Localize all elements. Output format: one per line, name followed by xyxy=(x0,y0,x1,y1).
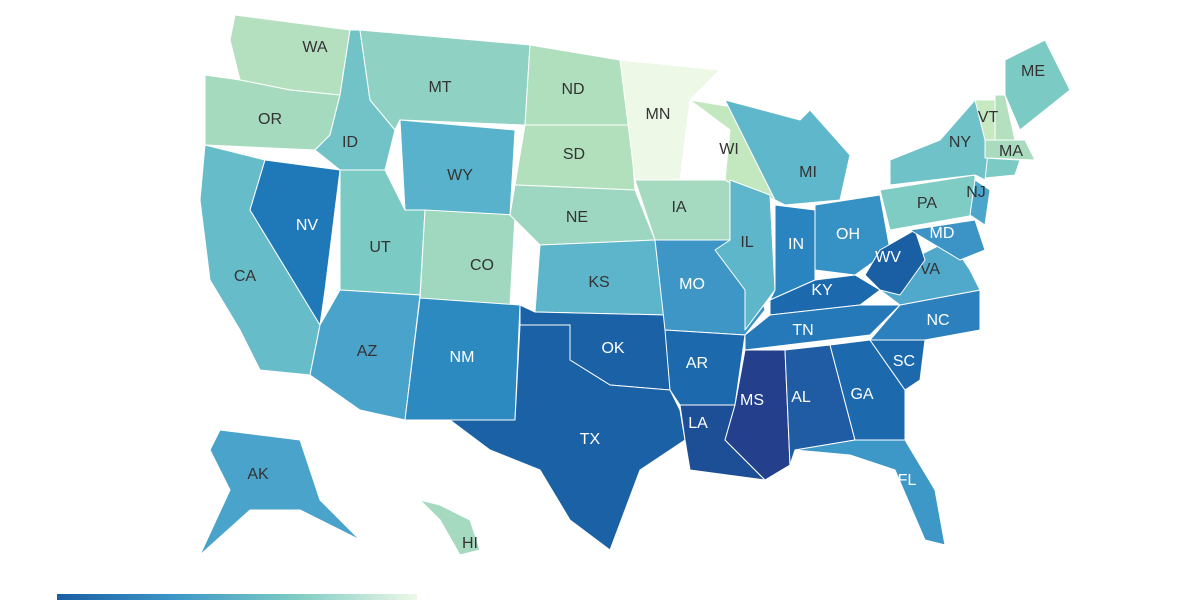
state xyxy=(969,179,991,226)
state-label: MT xyxy=(428,79,451,96)
state-label: IL xyxy=(740,234,753,251)
state-label: WY xyxy=(447,167,473,184)
state-label: AR xyxy=(686,355,708,372)
state-label: VA xyxy=(920,261,940,278)
state-label: MA xyxy=(999,143,1023,160)
state-label: NJ xyxy=(966,184,986,201)
state-label: AK xyxy=(247,466,269,483)
state-label: WI xyxy=(719,141,739,158)
state-label: PA xyxy=(917,195,937,212)
state-label: CA xyxy=(234,268,257,285)
state-label: SD xyxy=(563,146,585,163)
state-label: NE xyxy=(566,209,588,226)
state-label: KY xyxy=(811,282,833,299)
states: WA OR CA NV ID MT WY UT CO AZ NM ND SD NE KS OK TX MN IA MO… xyxy=(199,14,1071,556)
state xyxy=(714,179,776,331)
state-label: NY xyxy=(949,134,972,151)
state xyxy=(909,219,986,261)
state-label: LA xyxy=(688,415,708,432)
state-label: ND xyxy=(561,81,584,98)
state-label: CO xyxy=(470,257,494,274)
state xyxy=(634,179,746,241)
state xyxy=(199,429,361,556)
state-label: FL xyxy=(898,472,917,489)
state xyxy=(419,209,516,306)
state xyxy=(449,324,686,551)
state xyxy=(984,139,1036,161)
state-label: NC xyxy=(926,312,949,329)
state xyxy=(619,59,721,181)
state-label: TX xyxy=(580,431,601,448)
state-label: IN xyxy=(788,236,804,253)
state-label: MD xyxy=(930,225,955,242)
state-label: KS xyxy=(588,274,609,291)
state-label: ME xyxy=(1021,63,1045,80)
state-label: WA xyxy=(302,39,328,56)
state-label: AL xyxy=(791,389,811,406)
state-label: HI xyxy=(462,535,478,552)
state xyxy=(419,499,481,556)
state-label: NM xyxy=(450,349,475,366)
state xyxy=(724,99,851,206)
state-label: MI xyxy=(799,164,817,181)
state xyxy=(249,159,341,326)
state-label: UT xyxy=(369,239,391,256)
state-label: OR xyxy=(258,111,282,128)
state-label: SC xyxy=(893,353,915,370)
state xyxy=(889,99,991,186)
state-label: MO xyxy=(679,276,705,293)
state-label: OH xyxy=(836,226,860,243)
state-label: TN xyxy=(792,322,813,339)
state-label: GA xyxy=(850,386,873,403)
state-label: IA xyxy=(671,199,686,216)
state xyxy=(829,339,906,441)
state-label: AZ xyxy=(357,343,378,360)
state-label: NV xyxy=(296,217,319,234)
state xyxy=(1004,39,1071,131)
state-label: OK xyxy=(601,340,624,357)
legend-bar xyxy=(57,594,417,600)
state-label: WV xyxy=(875,249,901,266)
state-label: MN xyxy=(646,106,671,123)
state xyxy=(794,439,946,546)
state-ct xyxy=(984,157,1021,179)
state-label: VT xyxy=(978,109,999,126)
state-label: MS xyxy=(740,392,764,409)
state xyxy=(309,289,421,421)
state-label: ID xyxy=(342,134,358,151)
